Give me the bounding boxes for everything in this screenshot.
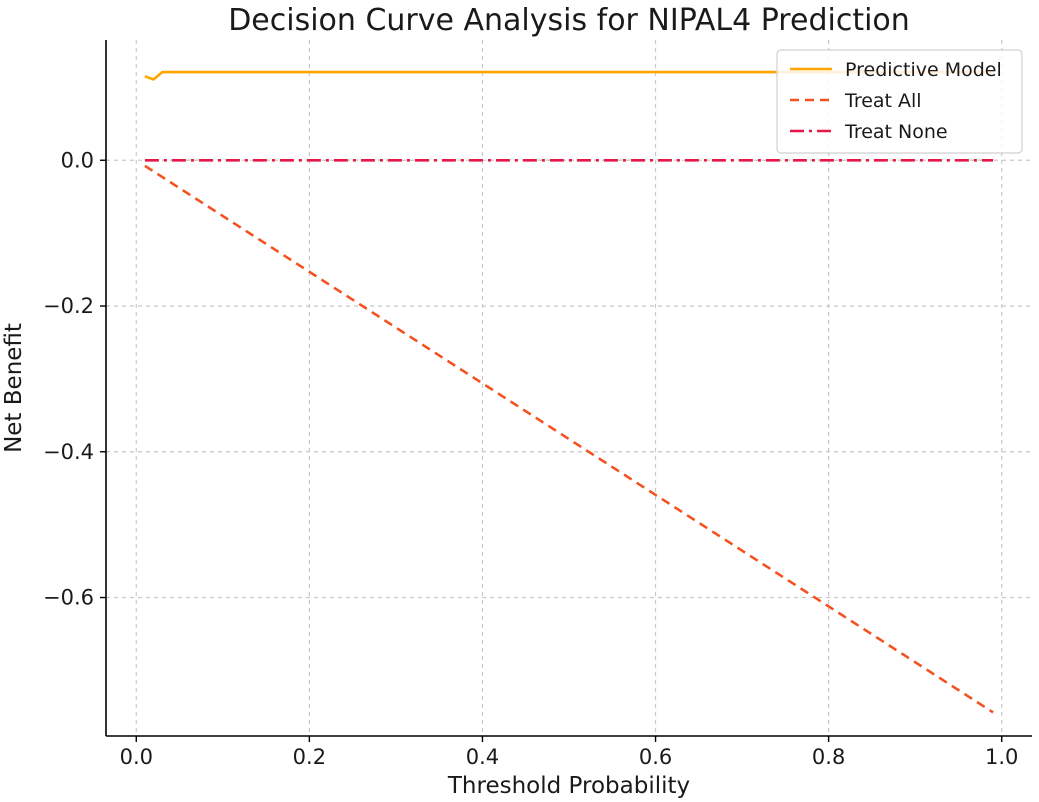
x-ticks: 0.0 0.2 0.4 0.6 0.8 1.0 (120, 736, 1018, 769)
series-line-treat-all (144, 164, 994, 714)
y-tick-label: −0.4 (43, 440, 94, 464)
y-axis-label: Net Benefit (1, 323, 27, 453)
x-tick-label: 0.0 (120, 745, 153, 769)
axes (105, 40, 1032, 737)
legend-entry-label: Predictive Model (845, 59, 1002, 81)
y-tick-label: −0.6 (43, 586, 94, 610)
legend-entry-label: Treat None (844, 121, 948, 143)
legend: Predictive Model Treat All Treat None (776, 49, 1023, 154)
x-tick-label: 1.0 (985, 745, 1018, 769)
y-tick-label: 0.0 (61, 148, 94, 172)
y-ticks: 0.0 −0.2 −0.4 −0.6 (43, 148, 106, 610)
x-tick-label: 0.8 (812, 745, 845, 769)
x-tick-label: 0.2 (293, 745, 326, 769)
x-axis-label: Threshold Probability (447, 773, 690, 799)
legend-entry-label: Treat All (844, 90, 922, 112)
x-tick-label: 0.4 (466, 745, 499, 769)
y-tick-label: −0.2 (43, 294, 94, 318)
x-tick-label: 0.6 (639, 745, 672, 769)
legend-box (776, 49, 1023, 154)
series-lines (144, 70, 994, 714)
chart-title: Decision Curve Analysis for NIPAL4 Predi… (228, 3, 910, 38)
